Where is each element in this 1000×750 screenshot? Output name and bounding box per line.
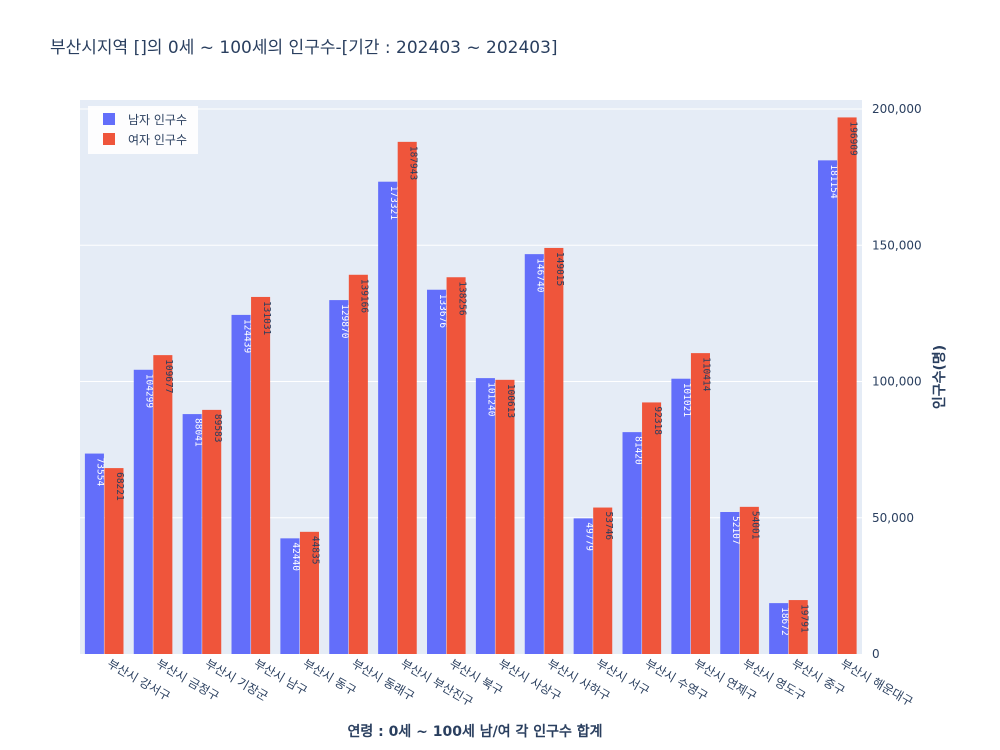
- bars: 73554 68221 104299 109677 88041 89583 124439 13…: [84, 117, 858, 655]
- bar-value-label: 92318: [652, 406, 663, 435]
- bar-male[interactable]: [427, 289, 447, 654]
- bar-male[interactable]: [133, 369, 153, 654]
- bar-value-label: 44835: [310, 536, 321, 565]
- bar-value-label: 139166: [359, 279, 370, 314]
- bar-male[interactable]: [818, 160, 838, 654]
- bar-female[interactable]: [837, 117, 857, 654]
- bar-value-label: 88041: [192, 418, 203, 447]
- bar-female[interactable]: [739, 506, 759, 654]
- y-axis-title: 인구수(명): [931, 345, 948, 409]
- bar-value-label: 110414: [701, 357, 712, 392]
- legend-swatch-male[interactable]: [103, 113, 115, 125]
- bar-male[interactable]: [378, 181, 398, 655]
- bar-value-label: 138256: [456, 281, 467, 316]
- bar-male[interactable]: [622, 432, 642, 654]
- bar-value-label: 181154: [828, 164, 839, 199]
- bar-value-label: 149015: [554, 252, 565, 286]
- bar-value-label: 42440: [290, 542, 301, 571]
- bar-value-label: 68221: [114, 472, 125, 501]
- legend-label-female[interactable]: 여자 인구수: [128, 133, 187, 147]
- bar-value-label: 89583: [212, 414, 223, 443]
- bar-value-label: 54001: [750, 511, 761, 540]
- bar-female[interactable]: [544, 247, 564, 654]
- bar-female[interactable]: [397, 141, 417, 654]
- legend[interactable]: 남자 인구수 여자 인구수: [88, 106, 198, 154]
- bar-value-label: 53746: [603, 512, 614, 541]
- bar-value-label: 101021: [681, 383, 692, 418]
- bar-value-label: 81420: [632, 436, 643, 465]
- bar-male[interactable]: [280, 538, 300, 654]
- bar-female[interactable]: [299, 531, 319, 654]
- bar-value-label: 173321: [388, 186, 399, 221]
- bar-male[interactable]: [329, 300, 349, 654]
- x-category-label: 부산시 동구: [300, 656, 358, 698]
- bar-female[interactable]: [642, 402, 662, 654]
- x-category-label: 부산시 해운대구: [838, 656, 915, 709]
- bar-value-label: 124439: [241, 319, 252, 354]
- bar-female[interactable]: [495, 379, 515, 654]
- bar-male[interactable]: [769, 603, 789, 654]
- bar-value-label: 196909: [847, 121, 858, 156]
- bar-male[interactable]: [475, 378, 495, 654]
- bar-female[interactable]: [202, 409, 222, 654]
- bar-value-label: 73554: [95, 458, 106, 487]
- y-tick-label: 0: [872, 647, 880, 661]
- bar-male[interactable]: [182, 414, 202, 654]
- legend-swatch-female[interactable]: [103, 133, 115, 145]
- bar-male[interactable]: [524, 254, 544, 655]
- y-axis-ticks: 0 50,000 100,000 150,000 200,000: [872, 102, 922, 661]
- bar-female[interactable]: [593, 507, 613, 654]
- bar-female[interactable]: [446, 277, 466, 654]
- chart-title: 부산시지역 []의 0세 ~ 100세의 인구수-[기간 : 202403 ~ …: [50, 38, 558, 58]
- bar-female[interactable]: [104, 468, 124, 654]
- legend-label-male[interactable]: 남자 인구수: [128, 113, 187, 127]
- bar-female[interactable]: [690, 353, 710, 654]
- bar-value-label: 133676: [437, 294, 448, 329]
- bar-male[interactable]: [231, 314, 251, 654]
- bar-male[interactable]: [671, 378, 691, 654]
- y-tick-label: 50,000: [872, 511, 914, 525]
- bar-value-label: 187943: [407, 146, 418, 180]
- bar-value-label: 129870: [339, 304, 350, 339]
- bar-female[interactable]: [788, 600, 808, 654]
- bar-female[interactable]: [153, 355, 173, 654]
- y-tick-label: 200,000: [872, 102, 922, 116]
- bar-value-label: 100613: [505, 384, 516, 418]
- bar-value-label: 109677: [163, 359, 174, 393]
- bar-value-label: 19791: [798, 604, 809, 633]
- bar-value-label: 49779: [583, 522, 594, 551]
- bar-value-label: 18672: [779, 607, 790, 636]
- bar-male[interactable]: [573, 518, 593, 654]
- bar-value-label: 52107: [730, 516, 741, 545]
- x-axis-title: 연령 : 0세 ~ 100세 남/여 각 인구수 합계: [348, 723, 603, 740]
- bar-male[interactable]: [720, 512, 740, 654]
- y-tick-label: 100,000: [872, 375, 922, 389]
- bar-female[interactable]: [348, 274, 368, 654]
- bar-female[interactable]: [251, 296, 271, 654]
- y-tick-label: 150,000: [872, 238, 922, 252]
- bar-value-label: 104299: [144, 374, 155, 409]
- bar-male[interactable]: [84, 453, 104, 654]
- bar-value-label: 146740: [535, 258, 546, 293]
- bar-value-label: 101240: [486, 382, 497, 417]
- bar-value-label: 131031: [261, 301, 272, 336]
